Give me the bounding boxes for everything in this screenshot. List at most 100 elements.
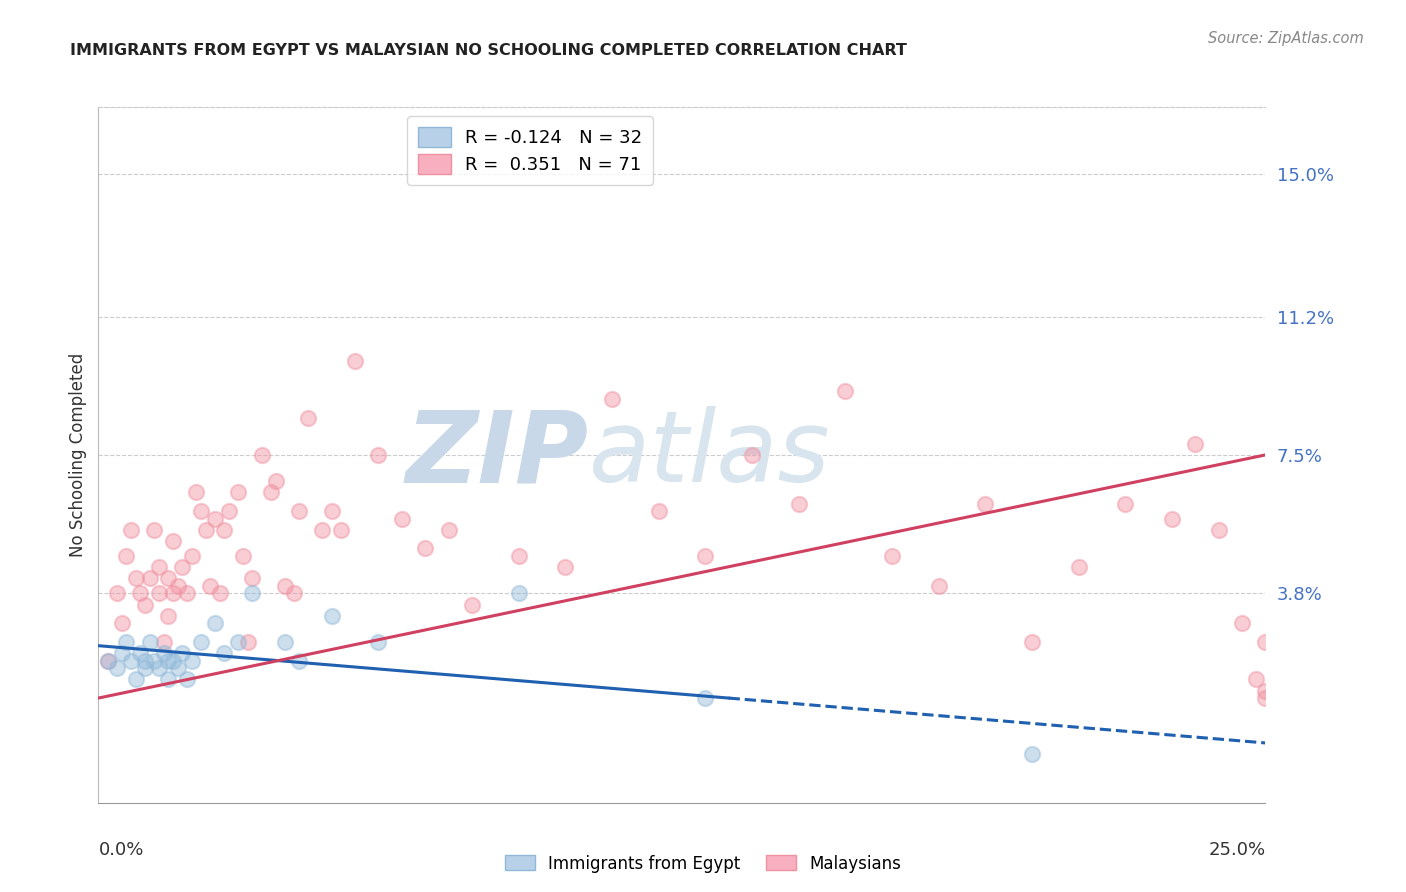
Point — [139, 635, 162, 649]
Point — [157, 608, 180, 623]
Point — [120, 654, 142, 668]
Point — [928, 579, 950, 593]
Point — [242, 571, 264, 585]
Point — [134, 654, 156, 668]
Point — [166, 661, 188, 675]
Point — [1184, 436, 1206, 450]
Point — [321, 504, 343, 518]
Point — [1254, 635, 1277, 649]
Point — [600, 392, 623, 406]
Point — [148, 586, 170, 600]
Point — [1114, 497, 1136, 511]
Point — [508, 586, 530, 600]
Point — [190, 635, 212, 649]
Point — [111, 646, 134, 660]
Point — [695, 549, 717, 563]
Point — [250, 448, 273, 462]
Point — [157, 571, 180, 585]
Point — [218, 504, 240, 518]
Point — [180, 654, 202, 668]
Point — [413, 541, 436, 556]
Point — [1230, 616, 1253, 631]
Point — [437, 523, 460, 537]
Point — [105, 586, 128, 600]
Point — [97, 654, 120, 668]
Point — [242, 586, 264, 600]
Point — [97, 654, 120, 668]
Point — [115, 549, 138, 563]
Point — [367, 635, 389, 649]
Point — [274, 579, 297, 593]
Point — [176, 673, 198, 687]
Point — [554, 560, 576, 574]
Point — [1208, 523, 1230, 537]
Point — [204, 616, 226, 631]
Point — [1067, 560, 1090, 574]
Point — [1161, 511, 1184, 525]
Point — [200, 579, 222, 593]
Point — [172, 646, 194, 660]
Point — [194, 523, 217, 537]
Point — [172, 560, 194, 574]
Point — [1021, 747, 1043, 761]
Legend: R = -0.124   N = 32, R =  0.351   N = 71: R = -0.124 N = 32, R = 0.351 N = 71 — [408, 116, 652, 185]
Point — [834, 384, 856, 399]
Point — [367, 448, 389, 462]
Point — [974, 497, 997, 511]
Point — [236, 635, 259, 649]
Point — [214, 523, 236, 537]
Point — [157, 654, 180, 668]
Point — [330, 523, 353, 537]
Point — [297, 410, 319, 425]
Point — [190, 504, 212, 518]
Point — [162, 533, 184, 548]
Point — [228, 635, 250, 649]
Point — [134, 661, 156, 675]
Point — [143, 523, 166, 537]
Point — [125, 673, 148, 687]
Point — [461, 598, 484, 612]
Point — [508, 549, 530, 563]
Point — [162, 586, 184, 600]
Text: Source: ZipAtlas.com: Source: ZipAtlas.com — [1208, 31, 1364, 46]
Point — [208, 586, 231, 600]
Text: IMMIGRANTS FROM EGYPT VS MALAYSIAN NO SCHOOLING COMPLETED CORRELATION CHART: IMMIGRANTS FROM EGYPT VS MALAYSIAN NO SC… — [70, 43, 907, 58]
Y-axis label: No Schooling Completed: No Schooling Completed — [69, 353, 87, 557]
Text: ZIP: ZIP — [405, 407, 589, 503]
Point — [204, 511, 226, 525]
Point — [1021, 635, 1043, 649]
Text: 0.0%: 0.0% — [98, 841, 143, 859]
Point — [880, 549, 903, 563]
Point — [176, 586, 198, 600]
Text: atlas: atlas — [589, 407, 830, 503]
Point — [1244, 673, 1267, 687]
Point — [115, 635, 138, 649]
Text: 25.0%: 25.0% — [1208, 841, 1265, 859]
Point — [157, 673, 180, 687]
Point — [311, 523, 333, 537]
Point — [260, 485, 283, 500]
Point — [125, 571, 148, 585]
Point — [152, 635, 174, 649]
Point — [787, 497, 810, 511]
Point — [180, 549, 202, 563]
Point — [344, 354, 367, 368]
Point — [695, 691, 717, 706]
Point — [321, 608, 343, 623]
Point — [166, 579, 188, 593]
Point — [148, 661, 170, 675]
Point — [134, 598, 156, 612]
Point — [283, 586, 305, 600]
Point — [105, 661, 128, 675]
Point — [288, 504, 311, 518]
Point — [152, 646, 174, 660]
Point — [391, 511, 413, 525]
Point — [111, 616, 134, 631]
Point — [228, 485, 250, 500]
Point — [741, 448, 763, 462]
Point — [647, 504, 669, 518]
Point — [264, 474, 287, 488]
Point — [1254, 683, 1277, 698]
Point — [232, 549, 254, 563]
Point — [274, 635, 297, 649]
